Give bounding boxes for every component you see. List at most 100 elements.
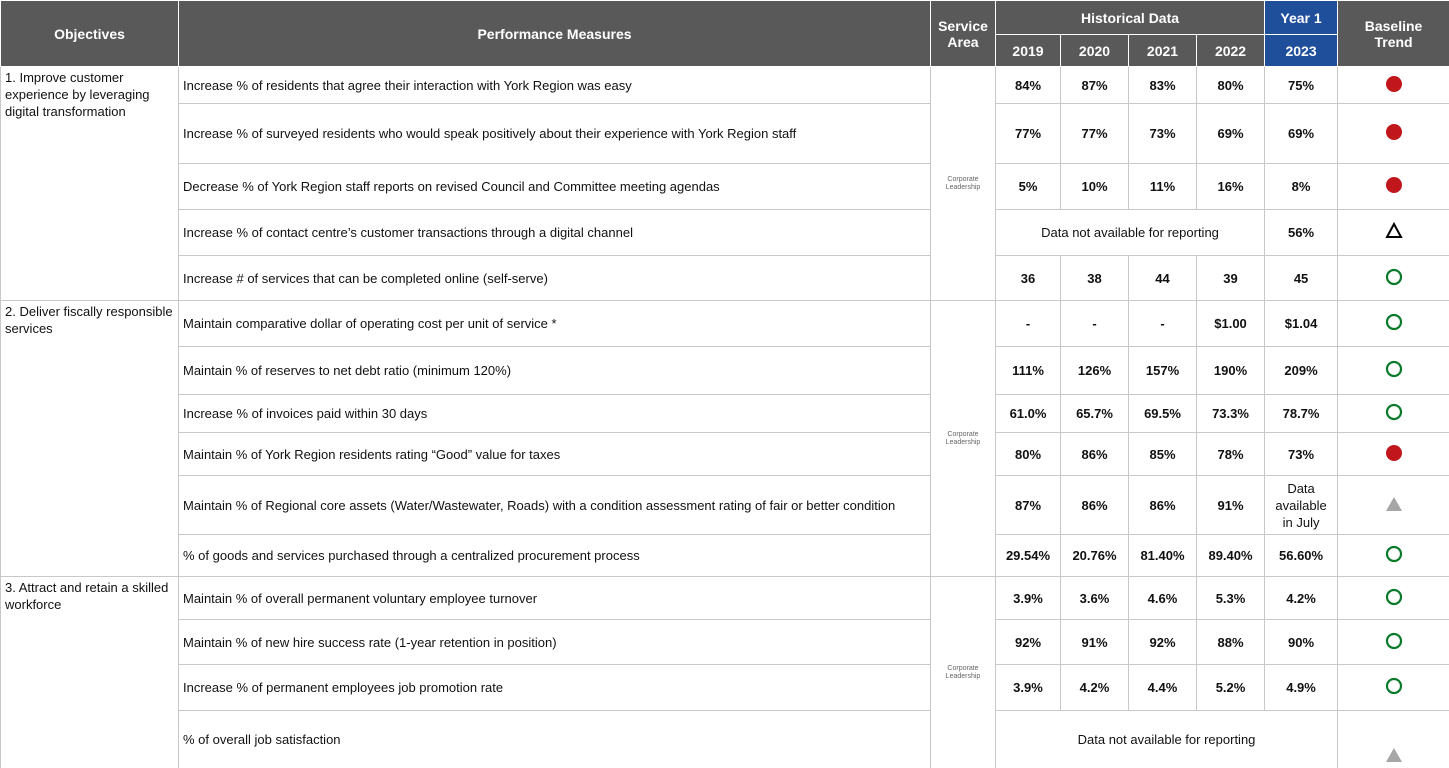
value-cell: 4.4% [1128, 664, 1197, 711]
year1-cell: 45 [1264, 255, 1339, 301]
trend-icon [1385, 177, 1402, 193]
trend-cell [1337, 300, 1449, 347]
objective-cell: 2. Deliver fiscally responsible services [0, 300, 179, 577]
value-cell: 3.9% [995, 664, 1061, 711]
value-cell: 87% [995, 475, 1061, 535]
value-cell: 77% [1060, 103, 1129, 164]
trend-cell [1337, 255, 1449, 301]
year1-cell: $1.04 [1264, 300, 1339, 347]
value-cell: 80% [995, 432, 1061, 476]
year1-year-header: 2023 [1264, 34, 1339, 67]
value-cell: 86% [1060, 432, 1129, 476]
measure-cell: Maintain % of overall permanent voluntar… [178, 576, 931, 620]
value-cell: 20.76% [1060, 534, 1129, 577]
table-body: 1. Improve customer experience by levera… [0, 66, 1449, 768]
value-cell: 65.7% [1060, 394, 1129, 433]
value-cell: 91% [1195, 475, 1266, 535]
table-row: 3. Attract and retain a skilled workforc… [0, 576, 1449, 768]
trend-icon [1385, 748, 1402, 762]
value-cell: 44 [1128, 255, 1197, 301]
value-cell: 69.5% [1128, 394, 1197, 433]
trend-cell [1337, 103, 1449, 164]
measure-cell: Maintain % of Regional core assets (Wate… [178, 475, 931, 535]
note-cell: Data not available for reporting [994, 710, 1339, 768]
value-cell: 61.0% [995, 394, 1061, 433]
year-header: 2020 [1060, 34, 1129, 67]
trend-cell [1337, 163, 1449, 210]
objectives-header: Objectives [0, 0, 179, 67]
trend-cell [1337, 664, 1449, 711]
value-cell: 86% [1128, 475, 1197, 535]
measure-cell: Increase % of permanent employees job pr… [178, 664, 931, 711]
service-area-text: Corporate Leadership [945, 175, 981, 191]
measure-cell: % of overall job satisfaction [178, 710, 931, 768]
note-cell: Data not available for reporting [994, 209, 1266, 256]
trend-icon [1385, 75, 1402, 92]
measure-cell: % of goods and services purchased throug… [178, 534, 931, 577]
year1-cell: 90% [1264, 619, 1339, 665]
year1-cell: 78.7% [1264, 394, 1339, 433]
year1-cell: 73% [1264, 432, 1339, 476]
value-cell: - [1128, 300, 1197, 347]
trend-icon [1385, 677, 1402, 695]
value-cell: 5% [995, 163, 1061, 210]
year1-header: Year 1 [1264, 0, 1339, 35]
historical-header: Historical Data [994, 0, 1266, 35]
year1-cell: 209% [1264, 346, 1339, 395]
value-cell: 4.2% [1060, 664, 1129, 711]
table-row: Maintain % of reserves to net debt ratio… [1, 346, 1449, 395]
trend-icon [1385, 313, 1402, 331]
trend-icon [1385, 444, 1402, 461]
year-header: 2022 [1195, 34, 1266, 67]
measure-cell: Maintain % of new hire success rate (1-y… [178, 619, 931, 665]
service-area-header: Service Area [930, 0, 996, 67]
trend-icon [1385, 360, 1402, 378]
trend-cell [1337, 710, 1449, 768]
value-cell: 73.3% [1195, 394, 1266, 433]
measure-cell: Decrease % of York Region staff reports … [178, 163, 931, 210]
year-header: 2021 [1128, 34, 1197, 67]
value-cell: 92% [995, 619, 1061, 665]
value-cell: 36 [995, 255, 1061, 301]
trend-cell [1337, 346, 1449, 395]
trend-icon [1385, 588, 1402, 605]
trend-icon [1385, 268, 1402, 285]
value-cell: 86% [1060, 475, 1129, 535]
measure-cell: Increase # of services that can be compl… [178, 255, 931, 301]
trend-icon [1385, 632, 1402, 649]
measure-cell: Increase % of contact centre’s customer … [178, 209, 931, 256]
value-cell: 190% [1195, 346, 1266, 395]
trend-cell [1337, 432, 1449, 476]
baseline-header: Baseline Trend [1337, 0, 1449, 67]
service-area-cell: Corporate Leadership [930, 66, 996, 301]
measure-cell: Increase % of surveyed residents who wou… [178, 103, 931, 164]
measure-cell: Maintain comparative dollar of operating… [178, 300, 931, 347]
service-area-cell: Corporate Leadership [930, 576, 996, 768]
value-cell: 77% [995, 103, 1061, 164]
year1-cell: 56% [1264, 209, 1339, 256]
table-row: Maintain % of Regional core assets (Wate… [1, 475, 1449, 535]
trend-icon [1385, 496, 1402, 511]
value-cell: 3.6% [1060, 576, 1129, 620]
value-cell: 92% [1128, 619, 1197, 665]
table-row: Maintain % of York Region residents rati… [1, 432, 1449, 476]
year-header: 2019 [995, 34, 1061, 67]
measure-cell: Increase % of residents that agree their… [178, 66, 931, 104]
service-area-label: Service Area [938, 17, 988, 50]
value-cell: 111% [995, 346, 1061, 395]
value-cell: 88% [1195, 619, 1266, 665]
value-cell: 84% [995, 66, 1061, 104]
value-cell: 73% [1128, 103, 1197, 164]
service-area-cell: Corporate Leadership [930, 300, 996, 577]
year1-cell: Data available in July [1264, 475, 1339, 535]
value-cell: - [995, 300, 1061, 347]
trend-cell [1337, 475, 1449, 535]
trend-icon [1385, 545, 1402, 563]
value-cell: 29.54% [995, 534, 1061, 577]
value-cell: 81.40% [1128, 534, 1197, 577]
trend-cell [1337, 576, 1449, 620]
value-cell: 5.3% [1195, 576, 1266, 620]
value-cell: 11% [1128, 163, 1197, 210]
table-row: % of overall job satisfaction Data not av… [1, 710, 1449, 768]
